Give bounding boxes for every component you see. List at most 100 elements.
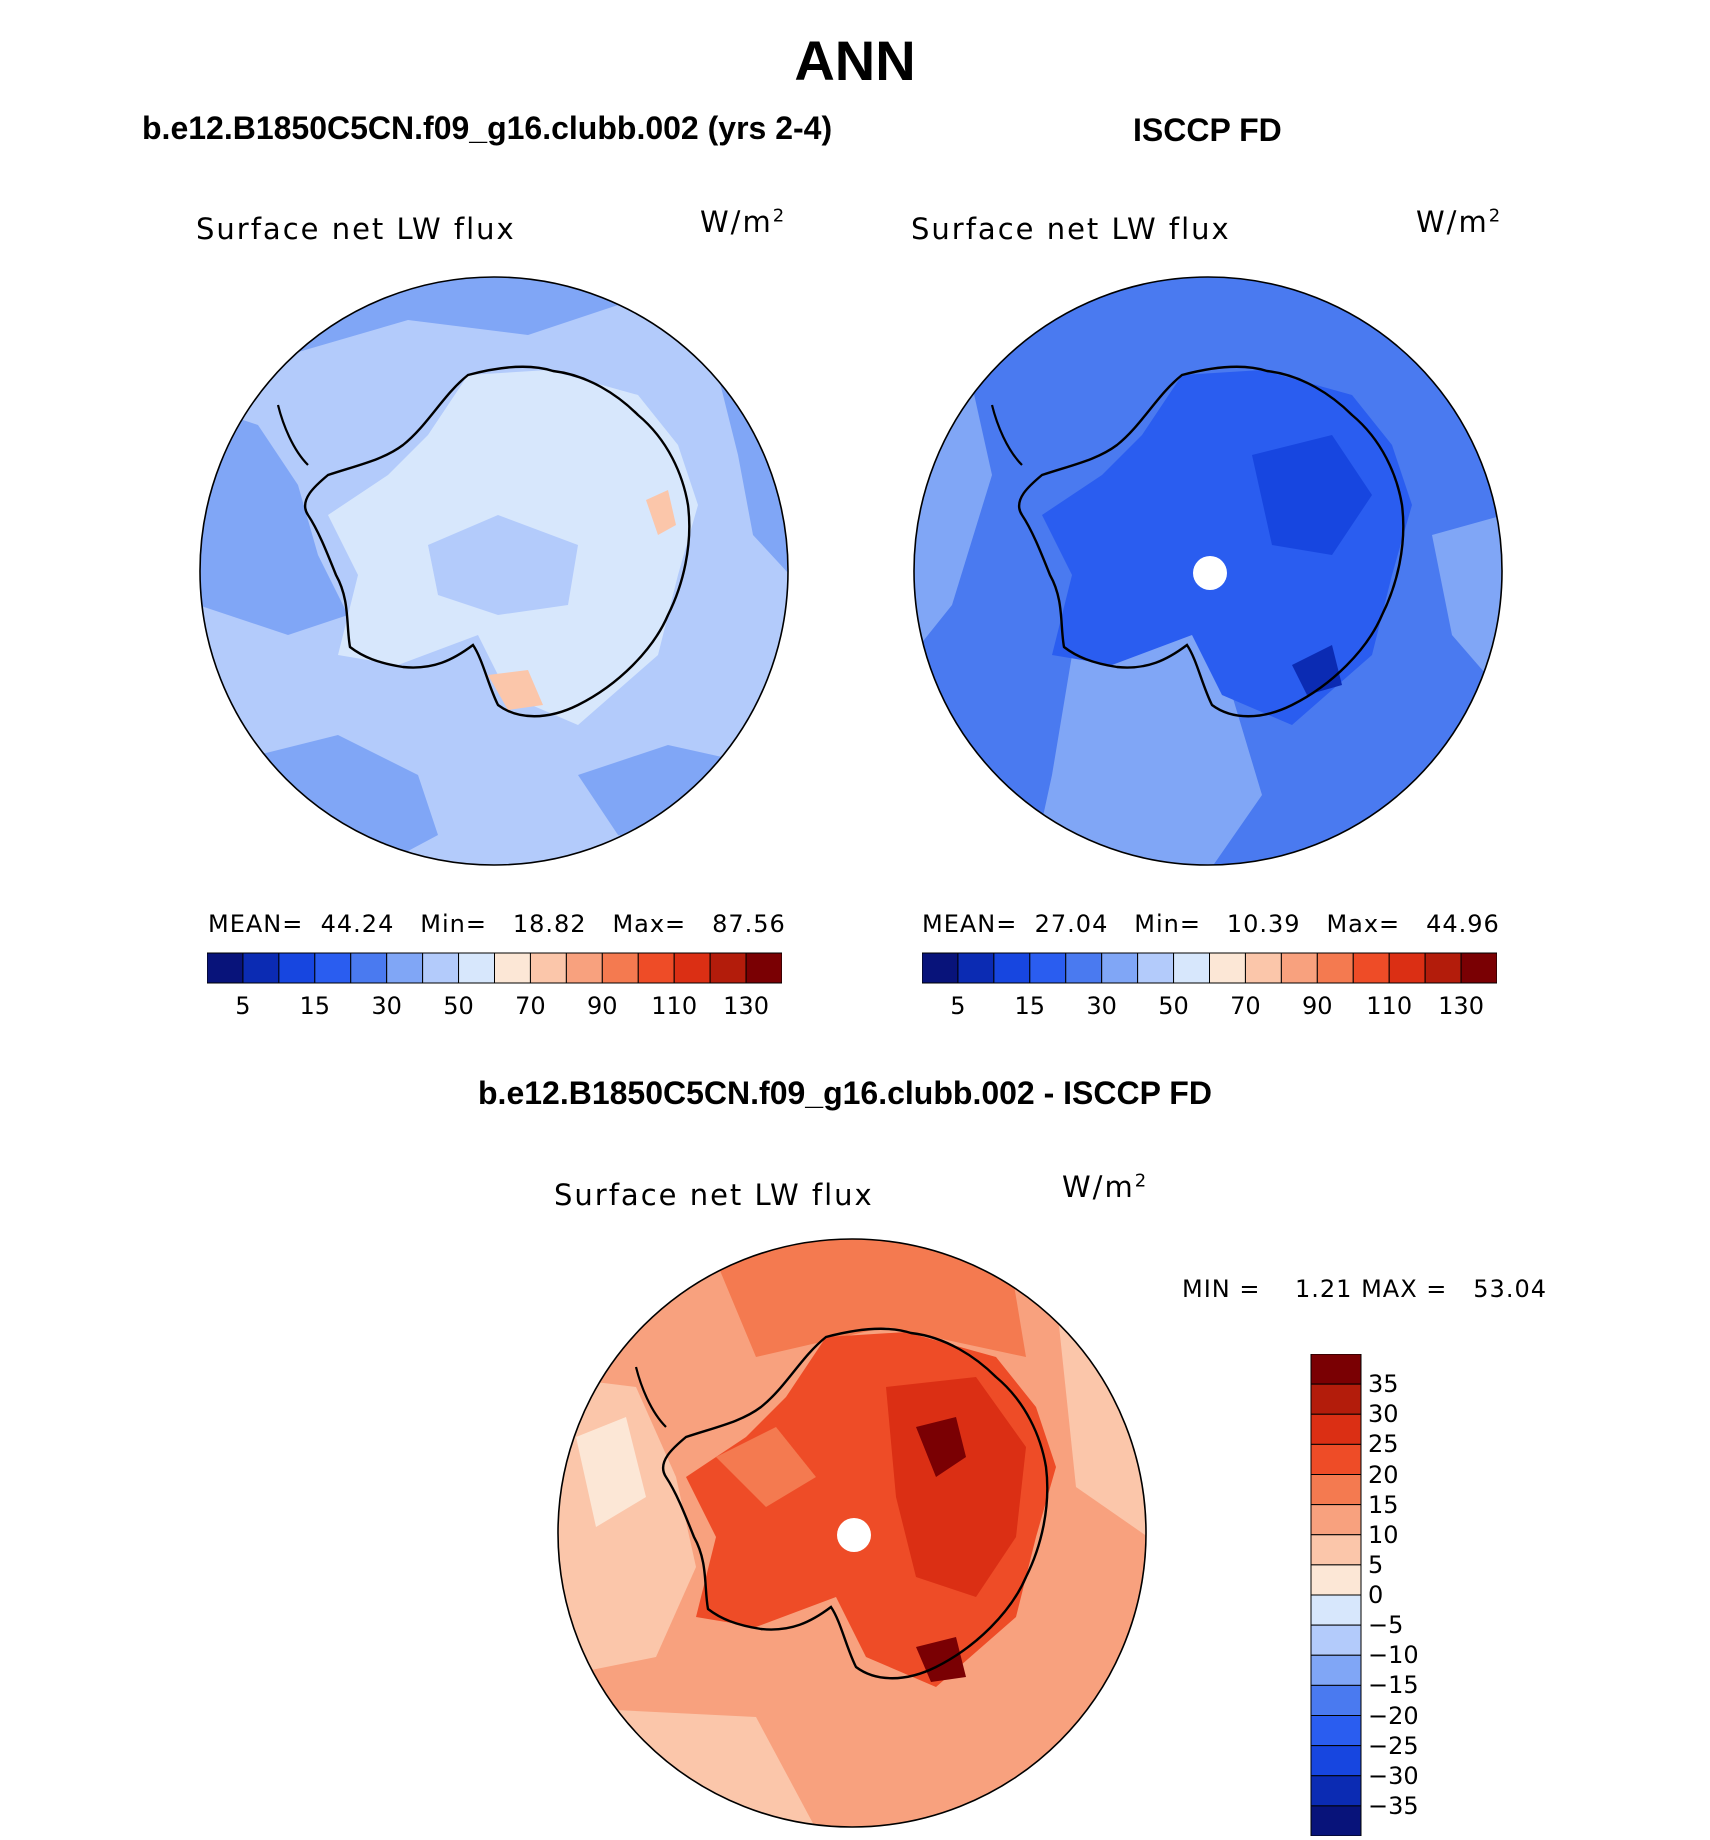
colorbar-tick-label: 0 <box>1368 1581 1384 1609</box>
stats-line-obs: MEAN= 27.04 Min= 10.39 Max= 44.96 <box>922 910 1500 938</box>
colorbar-tick-label: −25 <box>1368 1731 1419 1760</box>
colorbar-swatch <box>601 952 639 984</box>
colorbar-swatch <box>673 952 711 984</box>
polar-map-difference <box>557 1238 1147 1828</box>
colorbar-swatch <box>242 952 280 984</box>
stats-line-model: MEAN= 44.24 Min= 18.82 Max= 87.56 <box>208 910 786 938</box>
colorbar-swatch <box>922 952 959 984</box>
colorbar-ticks-obs: 5 15 30 50 70 90 110 130 <box>922 992 1497 1022</box>
colorbar-swatch <box>350 952 388 984</box>
colorbar-tick-label: 70 <box>515 992 546 1020</box>
colorbar-swatch <box>1316 952 1354 984</box>
colorbar-tick-label: 35 <box>1368 1370 1399 1399</box>
colorbar-tick-label: 25 <box>1368 1430 1399 1459</box>
colorbar-difference <box>1310 1354 1362 1836</box>
colorbar-swatch <box>494 952 531 984</box>
panel-title-obs: ISCCP FD <box>1133 112 1282 148</box>
panel-title-diff: b.e12.B1850C5CN.f09_g16.clubb.002 - ISCC… <box>478 1075 1212 1111</box>
interior-low-patch <box>716 1427 816 1507</box>
antarctica-coastline <box>304 365 691 718</box>
colorbar-swatch <box>993 952 1031 984</box>
ocean-patch-west <box>200 405 348 635</box>
variable-label-obs: Surface net LW flux <box>911 212 1231 246</box>
colorbar-swatch <box>1310 1805 1362 1836</box>
colorbar-swatch <box>1310 1534 1362 1566</box>
colorbar-swatch <box>1388 952 1426 984</box>
coastal-hotspot-east <box>646 490 676 535</box>
polar-map-obs <box>913 276 1503 866</box>
colorbar-tick-label: −30 <box>1368 1761 1419 1790</box>
colorbar-tick-label: −5 <box>1368 1611 1404 1640</box>
colorbar-swatch <box>1460 952 1497 984</box>
colorbar-swatch <box>1310 1383 1362 1415</box>
units-label-diff: W/m2 <box>1062 1170 1149 1204</box>
antarctic-peninsula <box>990 404 1023 466</box>
map-boundary <box>913 276 1503 866</box>
interior-patch <box>428 515 578 615</box>
colorbar-swatch <box>458 952 495 984</box>
colorbar-tick-label: 30 <box>1368 1400 1399 1429</box>
colorbar-swatch <box>1029 952 1067 984</box>
ocean-patch-north <box>706 1239 1026 1357</box>
colorbar-swatch <box>1310 1564 1362 1596</box>
interior-max-patch-1 <box>916 1417 966 1477</box>
colorbar-tick-label: 110 <box>651 992 698 1020</box>
colorbar-model <box>207 952 782 984</box>
colorbar-swatch <box>1310 1624 1362 1656</box>
pole-hole <box>1193 556 1227 590</box>
colorbar-swatch <box>1137 952 1175 984</box>
antarctica-coastline <box>662 1327 1049 1680</box>
antarctic-peninsula <box>276 404 309 466</box>
colorbar-tick-label: 5 <box>1368 1550 1384 1579</box>
colorbar-obs <box>922 952 1497 984</box>
coastal-hotspot-south <box>488 670 543 710</box>
map-boundary <box>557 1238 1147 1828</box>
variable-label-diff: Surface net LW flux <box>554 1178 874 1212</box>
colorbar-tick-label: 30 <box>371 992 402 1020</box>
colorbar-tick-label: −15 <box>1368 1671 1419 1700</box>
ocean-patch-east <box>1432 515 1502 695</box>
main-title: ANN <box>794 29 916 92</box>
colorbar-tick-label: 15 <box>1368 1490 1399 1519</box>
antarctica-coastline <box>1018 365 1405 718</box>
colorbar-swatch <box>529 952 567 984</box>
colorbar-swatch <box>565 952 603 984</box>
ocean-patch-south <box>1032 605 1262 865</box>
interior-minimum-patch <box>1292 645 1342 695</box>
colorbar-tick-label: 50 <box>1158 992 1189 1020</box>
colorbar-ticks-model: 5 15 30 50 70 90 110 130 <box>207 992 782 1022</box>
colorbar-swatch <box>745 952 782 984</box>
ocean-patch-west-low <box>576 1417 646 1527</box>
colorbar-swatch <box>1310 1354 1362 1385</box>
colorbar-tick-label: 90 <box>587 992 618 1020</box>
colorbar-swatch <box>1310 1504 1362 1536</box>
colorbar-swatch <box>709 952 747 984</box>
colorbar-tick-label: −35 <box>1368 1791 1419 1820</box>
colorbar-tick-label: 15 <box>299 992 331 1020</box>
colorbar-tick-label: 10 <box>1368 1520 1399 1549</box>
colorbar-tick-label: −20 <box>1368 1701 1419 1730</box>
colorbar-tick-label: 5 <box>235 992 251 1020</box>
colorbar-swatch <box>1310 1715 1362 1747</box>
colorbar-tick-label: 130 <box>1438 992 1484 1020</box>
polar-map-model <box>199 276 789 866</box>
colorbar-tick-label: 70 <box>1230 992 1261 1020</box>
colorbar-swatch <box>1352 952 1390 984</box>
colorbar-swatch <box>1310 1745 1362 1777</box>
colorbar-swatch <box>1310 1443 1362 1475</box>
colorbar-tick-label: 5 <box>950 992 966 1020</box>
colorbar-swatch <box>1173 952 1210 984</box>
colorbar-swatch <box>386 952 424 984</box>
colorbar-tick-label: 50 <box>443 992 474 1020</box>
colorbar-swatch <box>1244 952 1282 984</box>
variable-label-model: Surface net LW flux <box>196 212 516 246</box>
colorbar-ticks-difference: 35 30 25 20 15 10 5 0 −5 −10 −15 −20 −25 −30 −35 <box>1368 1354 1468 1836</box>
colorbar-tick-label: 90 <box>1302 992 1333 1020</box>
colorbar-tick-label: 15 <box>1014 992 1046 1020</box>
colorbar-tick-label: 20 <box>1368 1460 1399 1489</box>
colorbar-swatch <box>1310 1474 1362 1506</box>
colorbar-tick-label: 30 <box>1086 992 1117 1020</box>
units-label-model: W/m2 <box>700 205 787 239</box>
colorbar-tick-label: −10 <box>1368 1641 1419 1670</box>
colorbar-swatch <box>1310 1594 1362 1626</box>
